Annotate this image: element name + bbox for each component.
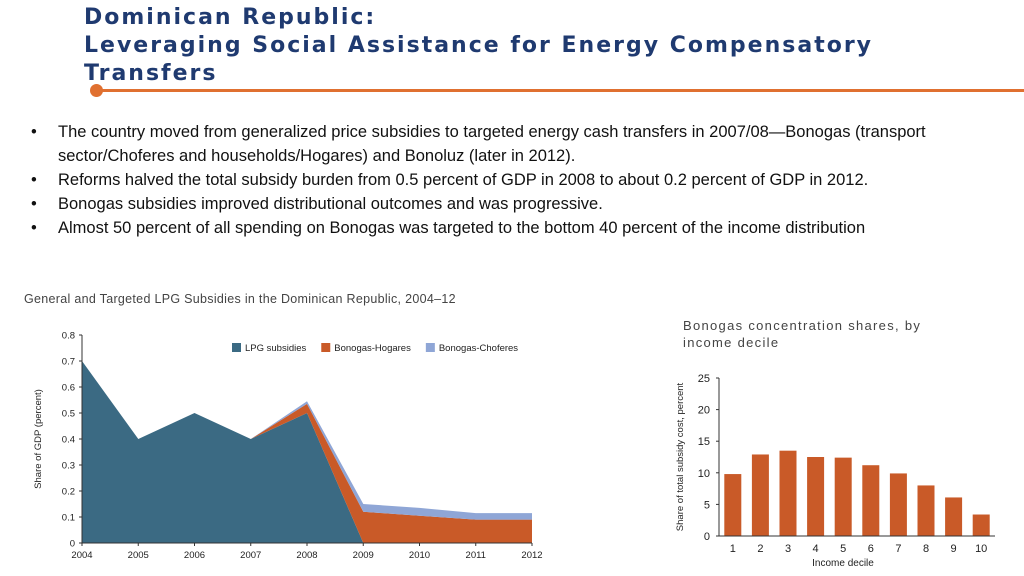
y-tick-label: 0.3 <box>62 461 75 472</box>
legend-swatch <box>232 343 241 352</box>
y-tick-label: 10 <box>698 468 710 480</box>
y-tick-label: 0.6 <box>62 383 75 394</box>
y-tick-label: 0.4 <box>62 435 75 446</box>
y-tick-label: 20 <box>698 405 710 417</box>
area-series-bonogas-hogares <box>82 361 532 543</box>
x-tick-label: 2005 <box>128 550 149 561</box>
bar <box>834 457 852 536</box>
y-tick-label: 0.8 <box>62 331 75 342</box>
y-tick-label: 0.2 <box>62 487 75 498</box>
x-tick-label: 8 <box>923 543 929 555</box>
x-tick-label: 2012 <box>521 550 542 561</box>
area-chart-title: General and Targeted LPG Subsidies in th… <box>24 292 456 306</box>
bar-chart-title: Bonogas concentration shares, by income … <box>683 317 921 351</box>
bullet-list: The country moved from generalized price… <box>28 120 1008 240</box>
bar <box>945 497 963 536</box>
x-tick-label: 2 <box>757 543 763 555</box>
legend-label: Bonogas-Hogares <box>334 343 411 354</box>
x-tick-label: 2009 <box>353 550 374 561</box>
bar-chart-title-line-1: Bonogas concentration shares, by <box>683 318 922 333</box>
area-series-lpg-subsidies <box>82 361 532 543</box>
bar-chart-title-line-2: income decile <box>683 335 780 350</box>
bar <box>724 474 742 536</box>
bar <box>862 465 880 536</box>
bar <box>779 450 797 536</box>
x-tick-label: 9 <box>951 543 957 555</box>
bullet-item: Reforms halved the total subsidy burden … <box>28 168 1008 192</box>
slide-title-line-1: Dominican Republic: <box>84 5 377 30</box>
bullet-item: Almost 50 percent of all spending on Bon… <box>28 216 1008 240</box>
y-axis-label: Share of total subsidy cost, percent <box>675 382 686 531</box>
y-tick-label: 0.7 <box>62 357 75 368</box>
x-tick-label: 7 <box>895 543 901 555</box>
slide-title-line-3: Transfers <box>84 61 218 86</box>
y-tick-label: 0.1 <box>62 513 75 524</box>
y-tick-label: 25 <box>698 373 710 385</box>
bar <box>807 457 825 536</box>
y-tick-label: 0.5 <box>62 409 75 420</box>
x-tick-label: 2008 <box>296 550 317 561</box>
x-tick-label: 1 <box>730 543 736 555</box>
bar <box>751 454 769 536</box>
y-tick-label: 0 <box>70 539 75 550</box>
x-tick-label: 2007 <box>240 550 261 561</box>
legend-swatch <box>425 343 435 352</box>
x-tick-label: 2004 <box>71 550 92 561</box>
slide-title: Dominican Republic: Leveraging Social As… <box>84 4 984 88</box>
x-tick-label: 3 <box>785 543 791 555</box>
bullet-item: Bonogas subsidies improved distributiona… <box>28 192 1008 216</box>
legend-label: Bonogas-Choferes <box>439 343 518 354</box>
x-axis-label: Income decile <box>812 558 874 569</box>
legend-label: LPG subsidies <box>245 343 307 354</box>
y-tick-label: 5 <box>704 499 710 511</box>
x-tick-label: 2010 <box>409 550 430 561</box>
y-tick-label: 15 <box>698 436 710 448</box>
bullet-item: The country moved from generalized price… <box>28 120 1008 168</box>
bar <box>889 473 907 536</box>
y-axis-label: Share of GDP (percent) <box>33 389 44 489</box>
slide-title-line-2: Leveraging Social Assistance for Energy … <box>84 33 874 58</box>
bar <box>972 514 990 536</box>
x-tick-label: 4 <box>813 543 819 555</box>
title-underline <box>97 89 1024 92</box>
legend-swatch <box>321 343 331 352</box>
y-tick-label: 0 <box>704 531 710 543</box>
bar <box>917 485 935 536</box>
x-tick-label: 2011 <box>466 550 486 561</box>
x-tick-label: 10 <box>975 543 987 555</box>
title-underline-dot <box>90 84 103 97</box>
x-tick-label: 2006 <box>184 550 205 561</box>
x-tick-label: 6 <box>868 543 874 555</box>
x-tick-label: 5 <box>840 543 846 555</box>
